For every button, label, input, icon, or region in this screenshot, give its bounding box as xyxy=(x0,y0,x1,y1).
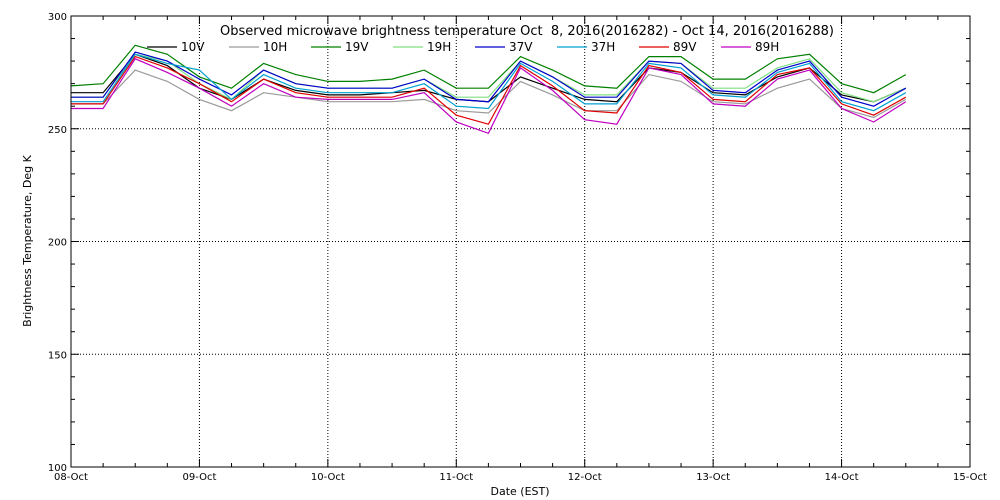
x-tick-label: 15-Oct xyxy=(953,472,987,483)
x-tick-label: 12-Oct xyxy=(568,472,602,483)
y-tick-label: 300 xyxy=(48,12,67,23)
series-line-10h xyxy=(71,69,907,119)
series-line-89v xyxy=(71,55,907,125)
axis-ticks: 08-Oct 09-Oct 10-Oct 11-Oct 12-Oct 13-Oct 14-O… xyxy=(48,12,987,483)
y-tick-label: 250 xyxy=(48,125,67,136)
x-axis-label: Date (EST) xyxy=(490,485,549,498)
series-line-37v xyxy=(71,51,907,107)
legend-label-37v: 37V xyxy=(509,40,533,54)
y-tick-label: 200 xyxy=(48,238,67,249)
series-line-19h xyxy=(71,53,907,103)
legend-label-10h: 10H xyxy=(263,40,287,54)
chart-title: Observed microwave brightness temperatur… xyxy=(220,24,834,39)
x-tick-label: 11-Oct xyxy=(439,472,473,483)
legend-label-37h: 37H xyxy=(591,40,615,54)
series-line-89h xyxy=(71,58,907,135)
x-tick-label: 09-Oct xyxy=(182,472,216,483)
series-line-37h xyxy=(71,53,907,112)
legend-label-89v: 89V xyxy=(673,40,697,54)
y-tick-label: 150 xyxy=(48,350,67,361)
y-axis-label: Brightness Temperature, Deg K xyxy=(21,154,34,326)
series-lines xyxy=(70,44,907,135)
x-tick-label: 10-Oct xyxy=(311,472,345,483)
grid xyxy=(71,16,970,467)
x-tick-label: 14-Oct xyxy=(825,472,859,483)
y-tick-label: 100 xyxy=(48,463,67,474)
legend-label-19h: 19H xyxy=(427,40,451,54)
legend-label-19v: 19V xyxy=(345,40,369,54)
legend: 10V 10H 19V 19H 37V 37H 89V 89H xyxy=(147,40,779,54)
legend-label-89h: 89H xyxy=(755,40,779,54)
x-tick-label: 13-Oct xyxy=(696,472,730,483)
x-tick-label: 08-Oct xyxy=(54,472,88,483)
legend-label-10v: 10V xyxy=(181,40,205,54)
